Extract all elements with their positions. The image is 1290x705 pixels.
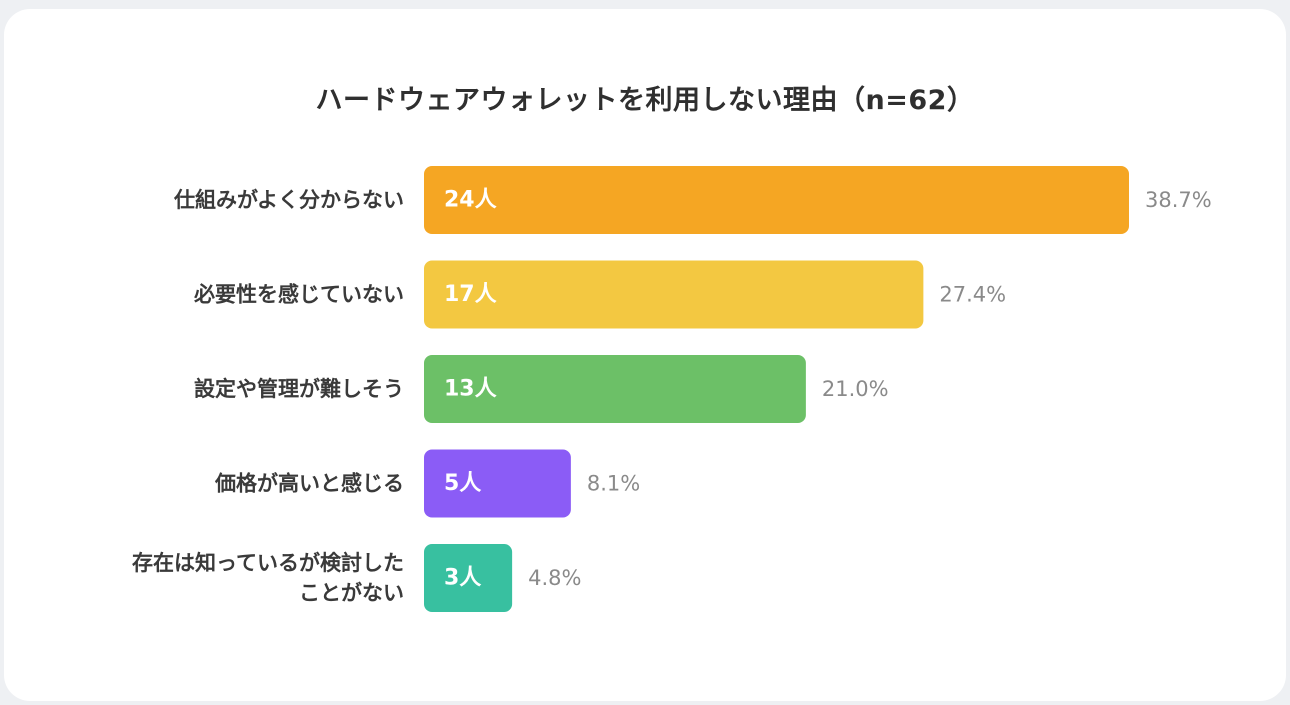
bar-value-label-5: 3人 <box>444 566 481 591</box>
percent-label-1: 38.7% <box>1145 188 1212 212</box>
chart-title: ハードウェアウォレットを利用しない理由（n=62） <box>315 85 975 116</box>
percent-label-3: 21.0% <box>822 377 889 401</box>
percent-label-4: 8.1% <box>587 472 640 496</box>
category-label-5: 存在は知っているが検討したことがない <box>132 551 404 605</box>
percent-label-2: 27.4% <box>939 283 1006 307</box>
bar-4 <box>424 449 571 518</box>
bar-3 <box>424 355 806 423</box>
percent-label-5: 4.8% <box>528 566 581 590</box>
bar-value-label-4: 5人 <box>444 471 481 496</box>
bar-value-label-1: 24人 <box>444 188 497 213</box>
category-label-3: 設定や管理が難しそう <box>194 377 404 401</box>
bar-value-label-2: 17人 <box>444 282 497 307</box>
category-label-4: 価格が高いと感じる <box>214 472 404 496</box>
category-label-1: 仕組みがよく分からない <box>173 188 404 212</box>
category-label-2: 必要性を感じていない <box>194 283 404 307</box>
bar-1 <box>424 166 1129 234</box>
bar-2 <box>424 260 924 329</box>
bar-value-label-3: 13人 <box>444 377 497 402</box>
bar-5 <box>424 544 513 612</box>
